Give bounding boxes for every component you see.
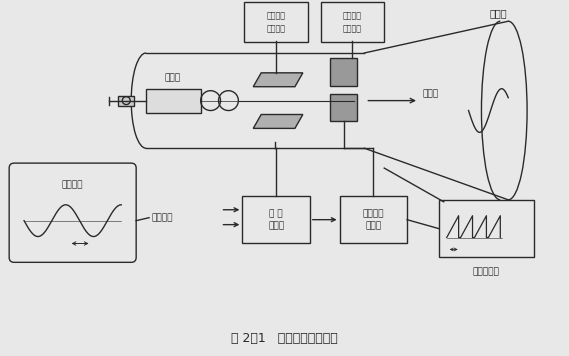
- Text: 扫描振荡
电　路: 扫描振荡 电 路: [362, 209, 384, 230]
- Text: 扫描锯齿波: 扫描锯齿波: [473, 267, 500, 276]
- Polygon shape: [253, 73, 303, 87]
- Bar: [118, 96, 134, 106]
- Bar: [146, 89, 201, 112]
- Bar: [329, 58, 357, 86]
- Text: 输入信号: 输入信号: [62, 180, 84, 189]
- Text: 电 压
放大器: 电 压 放大器: [268, 209, 284, 230]
- Text: 图 2－1   示波管的工作原理: 图 2－1 示波管的工作原理: [230, 332, 337, 345]
- Text: 形成垂直
偏转电场: 形成垂直 偏转电场: [266, 11, 286, 33]
- Bar: [340, 196, 407, 244]
- FancyBboxPatch shape: [9, 163, 136, 262]
- Text: 形成水平
偏转电场: 形成水平 偏转电场: [343, 11, 362, 33]
- Bar: [439, 200, 534, 257]
- Text: 电子束: 电子束: [423, 90, 439, 99]
- FancyBboxPatch shape: [244, 2, 308, 42]
- Polygon shape: [253, 115, 303, 129]
- Text: 示波管: 示波管: [489, 8, 507, 18]
- FancyBboxPatch shape: [321, 2, 384, 42]
- Bar: [242, 196, 310, 244]
- Bar: [329, 94, 357, 121]
- Text: 输入信号: 输入信号: [151, 213, 172, 222]
- Text: 电子枪: 电子枪: [165, 74, 181, 83]
